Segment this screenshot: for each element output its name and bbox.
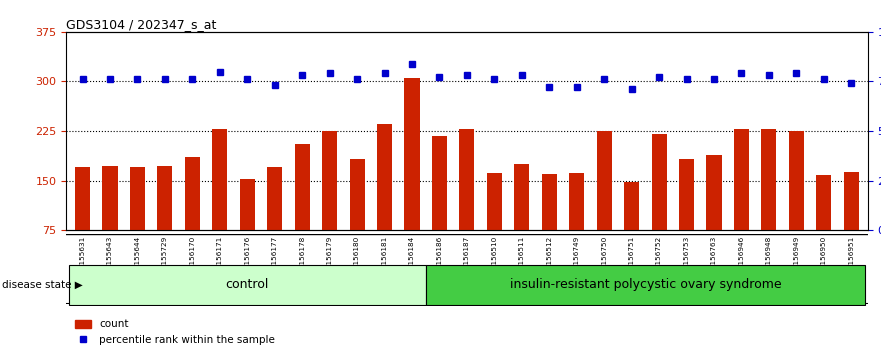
Text: GSM156186: GSM156186 — [436, 236, 442, 280]
Text: GSM156178: GSM156178 — [300, 236, 305, 280]
Bar — [377, 124, 392, 230]
Text: GSM156187: GSM156187 — [464, 236, 470, 280]
Bar — [102, 166, 117, 230]
Text: GSM155644: GSM155644 — [135, 236, 140, 280]
Bar — [459, 129, 475, 230]
Bar — [596, 131, 611, 230]
Text: GSM156763: GSM156763 — [711, 236, 717, 280]
Text: GSM156948: GSM156948 — [766, 236, 772, 280]
Bar — [844, 172, 859, 230]
Bar — [294, 144, 310, 230]
Text: GSM156184: GSM156184 — [409, 236, 415, 280]
Bar — [652, 134, 667, 230]
Text: GSM155643: GSM155643 — [107, 236, 113, 280]
Text: GSM156179: GSM156179 — [327, 236, 333, 280]
Bar — [185, 158, 200, 230]
Text: GSM156512: GSM156512 — [546, 236, 552, 280]
Bar — [707, 155, 722, 230]
Text: GSM156511: GSM156511 — [519, 236, 525, 280]
Legend: count, percentile rank within the sample: count, percentile rank within the sample — [71, 315, 279, 349]
Bar — [624, 182, 640, 230]
Text: GSM156171: GSM156171 — [217, 236, 223, 280]
Text: GSM155631: GSM155631 — [79, 236, 85, 280]
Bar — [267, 167, 282, 230]
Bar — [788, 131, 804, 230]
Text: GSM156753: GSM156753 — [684, 236, 690, 280]
Text: control: control — [226, 279, 269, 291]
Bar — [817, 175, 832, 230]
Text: GDS3104 / 202347_s_at: GDS3104 / 202347_s_at — [66, 18, 217, 31]
Bar — [569, 173, 584, 230]
Bar — [130, 167, 145, 230]
Bar — [322, 131, 337, 230]
Text: GSM156951: GSM156951 — [848, 236, 855, 280]
Text: GSM156510: GSM156510 — [492, 236, 498, 280]
Text: GSM156180: GSM156180 — [354, 236, 360, 280]
Bar — [734, 129, 749, 230]
Text: GSM156950: GSM156950 — [821, 236, 827, 280]
FancyBboxPatch shape — [426, 264, 865, 306]
Bar — [679, 159, 694, 230]
Bar — [212, 129, 227, 230]
Text: insulin-resistant polycystic ovary syndrome: insulin-resistant polycystic ovary syndr… — [509, 279, 781, 291]
Text: GSM156177: GSM156177 — [271, 236, 278, 280]
Text: GSM156750: GSM156750 — [601, 236, 607, 280]
Bar — [487, 173, 502, 230]
Text: GSM156752: GSM156752 — [656, 236, 663, 280]
Bar — [158, 166, 173, 230]
Text: GSM156749: GSM156749 — [574, 236, 580, 280]
Bar — [761, 129, 776, 230]
Bar — [515, 164, 529, 230]
Text: GSM156176: GSM156176 — [244, 236, 250, 280]
Text: GSM156946: GSM156946 — [738, 236, 744, 280]
Text: GSM156949: GSM156949 — [794, 236, 799, 280]
FancyBboxPatch shape — [69, 264, 426, 306]
Bar — [404, 78, 419, 230]
Bar — [350, 159, 365, 230]
Bar — [240, 179, 255, 230]
Text: disease state ▶: disease state ▶ — [2, 280, 83, 290]
Text: GSM155729: GSM155729 — [162, 236, 168, 280]
Text: GSM156170: GSM156170 — [189, 236, 196, 280]
Text: GSM156751: GSM156751 — [629, 236, 634, 280]
Bar — [75, 167, 90, 230]
Text: GSM156181: GSM156181 — [381, 236, 388, 280]
Bar — [432, 136, 447, 230]
Bar — [542, 174, 557, 230]
